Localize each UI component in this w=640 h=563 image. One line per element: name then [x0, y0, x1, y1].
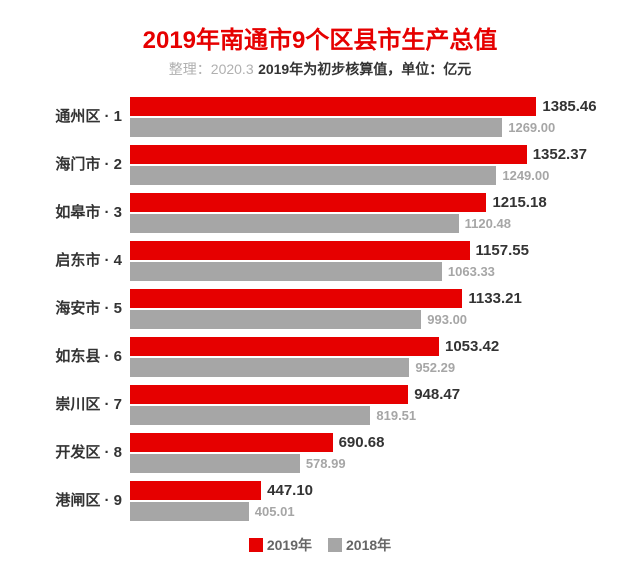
bar [130, 262, 442, 281]
bar [130, 214, 459, 233]
category-label: 海安市 · 5 [30, 289, 130, 318]
bar-wrap: 1249.00 [130, 166, 610, 185]
bar [130, 166, 496, 185]
bar [130, 358, 409, 377]
chart-row: 如皋市 · 3 1215.18 1120.48 [30, 193, 610, 235]
chart-row: 启东市 · 4 1157.55 1063.33 [30, 241, 610, 283]
chart-row: 海安市 · 51133.21993.00 [30, 289, 610, 331]
bars-group: 948.47 819.51 [130, 385, 610, 427]
category-label: 崇川区 · 7 [30, 385, 130, 414]
category-label: 如东县 · 6 [30, 337, 130, 366]
bar-wrap: 447.10 [130, 481, 610, 500]
bar [130, 406, 370, 425]
category-label: 港闸区 · 9 [30, 481, 130, 510]
legend-item: 2019年 [249, 535, 312, 555]
bar-wrap: 578.99 [130, 454, 610, 473]
bar-value-label: 1053.42 [445, 338, 499, 355]
bar-wrap: 819.51 [130, 406, 610, 425]
bar-wrap: 1352.37 [130, 145, 610, 164]
chart-row: 海门市 · 2 1352.37 1249.00 [30, 145, 610, 187]
bar-value-label: 1157.55 [476, 242, 529, 259]
bar [130, 145, 527, 164]
bar-wrap: 405.01 [130, 502, 610, 521]
bar [130, 193, 486, 212]
category-label: 通州区 · 1 [30, 97, 130, 126]
bar-wrap: 952.29 [130, 358, 610, 377]
chart-title: 2019年南通市9个区县市生产总值 [30, 20, 610, 55]
bar-value-label: 690.68 [339, 434, 385, 451]
bar [130, 97, 536, 116]
bar [130, 454, 300, 473]
bar-wrap: 1385.46 [130, 97, 610, 116]
bars-group: 690.68 578.99 [130, 433, 610, 475]
legend-item: 2018年 [328, 535, 391, 555]
category-label: 启东市 · 4 [30, 241, 130, 270]
legend-swatch [328, 538, 342, 552]
bar-value-label: 993.00 [427, 312, 467, 327]
chart-row: 港闸区 · 9 447.10 405.01 [30, 481, 610, 523]
bar-value-label: 1215.18 [492, 194, 546, 211]
bar-value-label: 1063.33 [448, 264, 495, 279]
bar-wrap: 948.47 [130, 385, 610, 404]
chart-row: 通州区 · 1 1385.46 1269.00 [30, 97, 610, 139]
bar-value-label: 1120.48 [465, 216, 511, 231]
subtitle-suffix: 2019年为初步核算值，单位：亿元 [258, 61, 471, 77]
bar-value-label: 952.29 [415, 360, 455, 375]
bar-wrap: 1215.18 [130, 193, 610, 212]
bars-group: 447.10 405.01 [130, 481, 610, 523]
chart-row: 崇川区 · 7 948.47 819.51 [30, 385, 610, 427]
bars-group: 1133.21993.00 [130, 289, 610, 331]
legend-label: 2018年 [346, 535, 391, 555]
bar [130, 118, 502, 137]
bar [130, 502, 249, 521]
bar-wrap: 1120.48 [130, 214, 610, 233]
chart-row: 如东县 · 6 1053.42 952.29 [30, 337, 610, 379]
legend: 2019年 2018年 [30, 535, 610, 557]
bar-value-label: 578.99 [306, 456, 346, 471]
category-label: 开发区 · 8 [30, 433, 130, 462]
bar-value-label: 1385.46 [542, 98, 596, 115]
bar [130, 385, 408, 404]
bar-wrap: 1157.55 [130, 241, 610, 260]
bar [130, 337, 439, 356]
chart-container: 2019年南通市9个区县市生产总值 整理：2020.3 2019年为初步核算值，… [0, 0, 640, 563]
bar-wrap: 1063.33 [130, 262, 610, 281]
bar [130, 481, 261, 500]
chart-row: 开发区 · 8 690.68 578.99 [30, 433, 610, 475]
bar-wrap: 993.00 [130, 310, 610, 329]
legend-label: 2019年 [267, 535, 312, 555]
bar [130, 289, 462, 308]
bars-group: 1053.42 952.29 [130, 337, 610, 379]
category-label: 海门市 · 2 [30, 145, 130, 174]
bar-value-label: 447.10 [267, 482, 313, 499]
bars-group: 1157.55 1063.33 [130, 241, 610, 283]
bar-value-label: 405.01 [255, 504, 295, 519]
bar-wrap: 1053.42 [130, 337, 610, 356]
bar [130, 433, 333, 452]
subtitle-prefix-value: 2020.3 [211, 61, 254, 77]
bar-value-label: 1249.00 [502, 168, 549, 183]
category-label: 如皋市 · 3 [30, 193, 130, 222]
chart-subtitle: 整理：2020.3 2019年为初步核算值，单位：亿元 [30, 59, 610, 79]
plot-area: 通州区 · 1 1385.46 1269.00 海门市 · 2 1352.37 1249.… [30, 97, 610, 523]
bar-value-label: 1269.00 [508, 120, 555, 135]
subtitle-prefix-label: 整理： [169, 61, 211, 77]
bar [130, 310, 421, 329]
bars-group: 1215.18 1120.48 [130, 193, 610, 235]
legend-swatch [249, 538, 263, 552]
bar-value-label: 948.47 [414, 386, 460, 403]
bar-wrap: 1269.00 [130, 118, 610, 137]
bars-group: 1385.46 1269.00 [130, 97, 610, 139]
bar [130, 241, 470, 260]
bar-value-label: 819.51 [376, 408, 416, 423]
bar-wrap: 690.68 [130, 433, 610, 452]
bar-value-label: 1352.37 [533, 146, 587, 163]
bars-group: 1352.37 1249.00 [130, 145, 610, 187]
bar-value-label: 1133.21 [468, 290, 521, 307]
bar-wrap: 1133.21 [130, 289, 610, 308]
